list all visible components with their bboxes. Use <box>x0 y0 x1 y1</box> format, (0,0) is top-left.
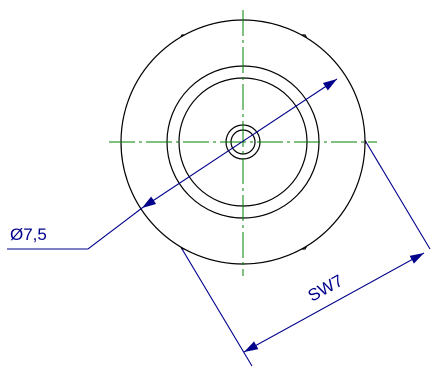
wrench-dimension-line <box>243 252 425 353</box>
diameter-dimension-line <box>141 78 338 209</box>
wrench-extension-line-left <box>181 248 253 367</box>
diameter-leader-line <box>7 207 143 250</box>
wrench-size-label: SW7 <box>305 271 346 305</box>
diameter-label: Ø7,5 <box>10 225 47 244</box>
wrench-extension-line-right <box>365 141 431 250</box>
